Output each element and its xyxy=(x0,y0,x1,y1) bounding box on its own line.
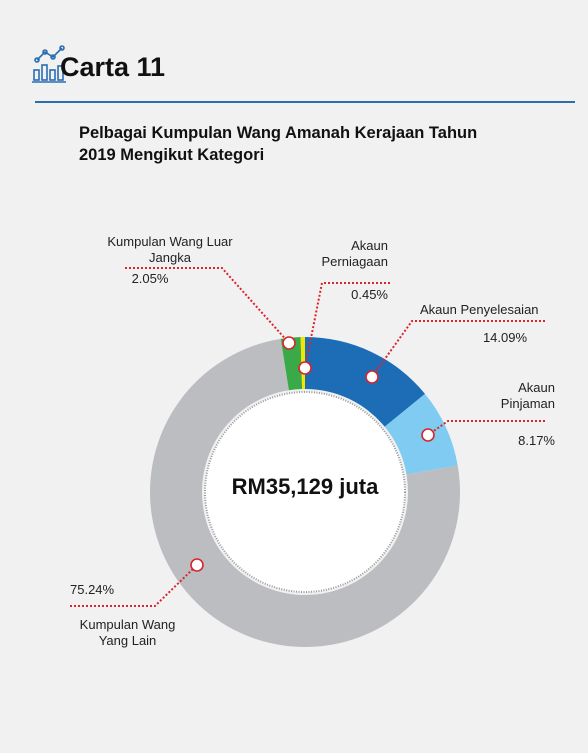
donut-segment xyxy=(149,338,460,647)
category-label: Akaun Penyelesaian xyxy=(420,302,539,317)
leader-dot xyxy=(365,370,379,384)
leader-dot xyxy=(298,361,312,375)
header-rule xyxy=(35,101,575,103)
value-label: 75.24% xyxy=(70,582,115,597)
donut-segment xyxy=(280,337,303,391)
leader-line xyxy=(427,420,545,436)
center-label: RM35,129 juta xyxy=(231,474,379,499)
leader-line xyxy=(125,267,290,344)
leader-dot xyxy=(190,558,204,572)
leader-line xyxy=(304,282,390,369)
chart-icon xyxy=(32,45,66,83)
leader-line xyxy=(371,320,545,378)
value-label: 0.45% xyxy=(351,287,388,302)
category-label: Akaun Pinjaman xyxy=(500,380,555,411)
donut-segment xyxy=(305,337,425,427)
value-label: 8.17% xyxy=(518,433,555,448)
chart-title: Pelbagai Kumpulan Wang Amanah Kerajaan T… xyxy=(79,124,478,164)
donut-segment xyxy=(384,393,458,475)
chart-number: Carta 11 xyxy=(60,52,166,82)
value-label: 14.09% xyxy=(482,330,528,345)
donut-hole xyxy=(204,391,406,593)
leader-dot xyxy=(421,428,435,442)
category-label: Akaun Perniagaan xyxy=(321,238,389,269)
leader-line xyxy=(70,564,198,607)
category-label: Kumpulan Wang Yang Lain xyxy=(79,617,176,648)
leader-dot xyxy=(282,336,296,350)
value-label: 2.05% xyxy=(131,271,169,286)
category-label: Kumpulan Wang Luar Jangka xyxy=(107,234,233,265)
